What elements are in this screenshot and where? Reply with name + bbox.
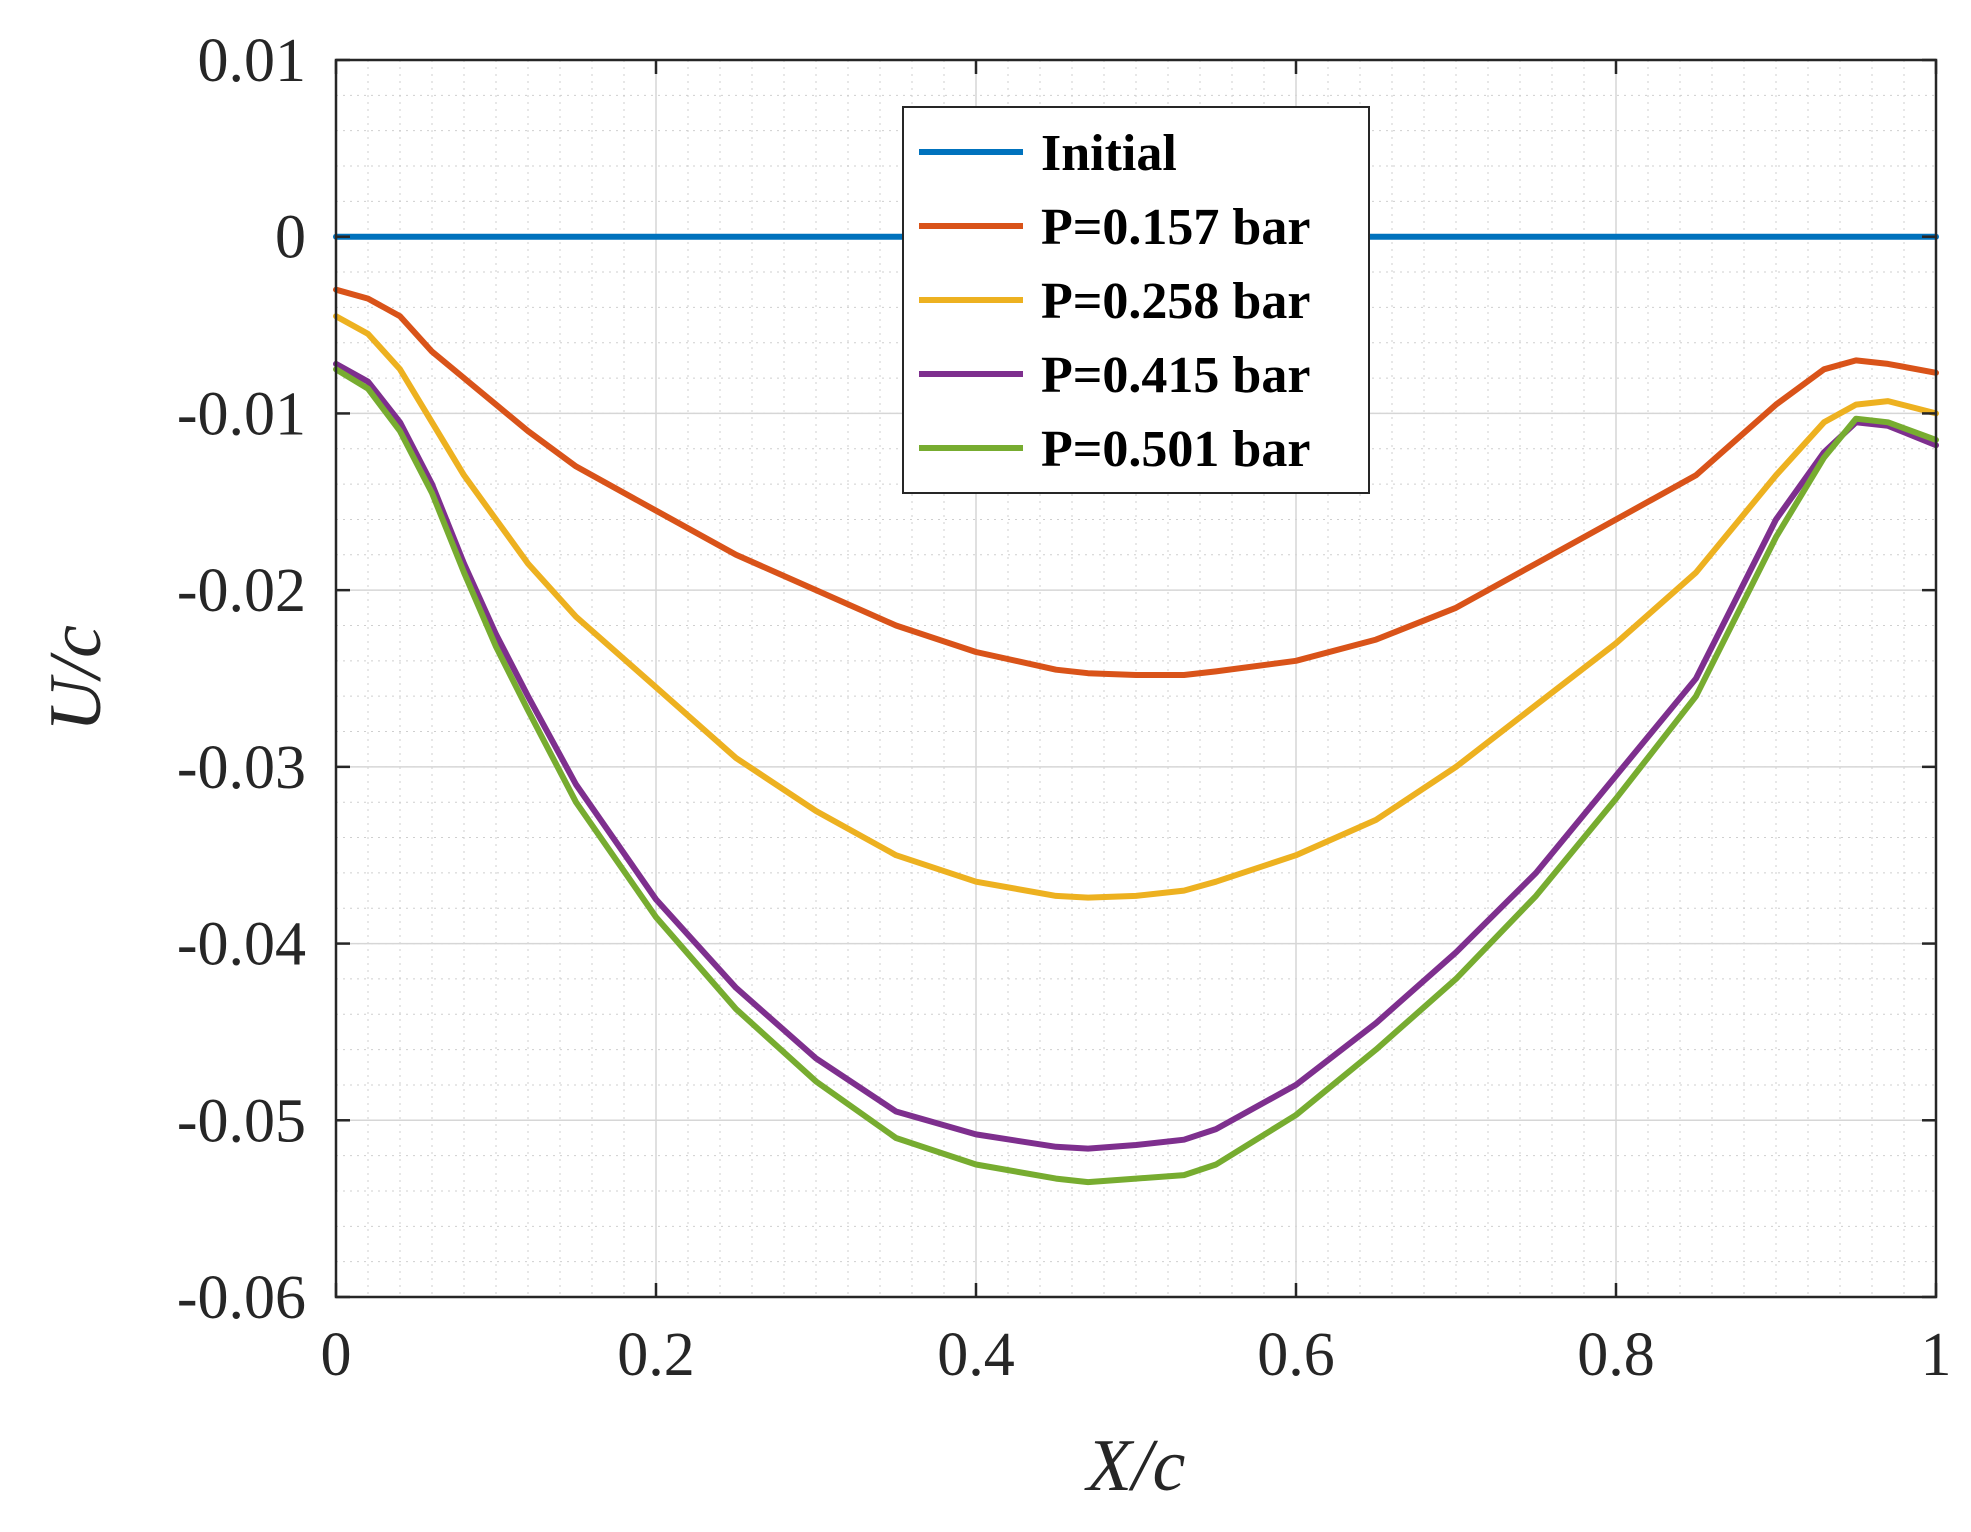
legend-entry-3: P=0.258 bar [1041,273,1310,330]
legend-entry-2: P=0.157 bar [1041,199,1310,256]
x-tick-label: 0.4 [937,1321,1015,1389]
y-tick-label: 0.01 [198,27,307,95]
series-layer [333,233,1939,1186]
series-line-4 [333,360,1939,1152]
legend-entry-1: Initial [1041,125,1177,182]
legend-entry-4: P=0.415 bar [1041,347,1310,404]
x-tick-label: 0.2 [617,1321,695,1389]
y-tick-label: -0.02 [177,557,306,625]
x-tick-label: 1 [1921,1321,1952,1389]
ticks-layer: 0 0.2 0.4 0.6 0.8 1 0.01 0 -0.01 -0.02 -0.03 -0.04 -… [177,27,1952,1389]
y-tick-label: -0.06 [177,1264,306,1332]
y-tick-label: 0 [275,204,306,272]
legend: Initial P=0.157 bar P=0.258 bar P=0.415 bar… [902,106,1370,494]
y-tick-label: -0.01 [177,380,306,448]
x-tick-label: 0 [321,1321,352,1389]
y-axis-label: U/c [35,625,117,732]
x-axis-label: X/c [1084,1425,1186,1507]
series-line-5 [333,366,1939,1186]
y-tick-label: -0.04 [177,911,306,979]
y-tick-label: -0.05 [177,1087,306,1155]
series-line-3 [333,313,1939,901]
plot-frame [334,58,1938,1299]
y-tick-label: -0.03 [177,734,306,802]
x-tick-label: 0.8 [1577,1321,1655,1389]
x-tick-label: 0.6 [1257,1321,1335,1389]
legend-entry-5: P=0.501 bar [1041,421,1310,478]
series-line-2 [333,286,1939,678]
